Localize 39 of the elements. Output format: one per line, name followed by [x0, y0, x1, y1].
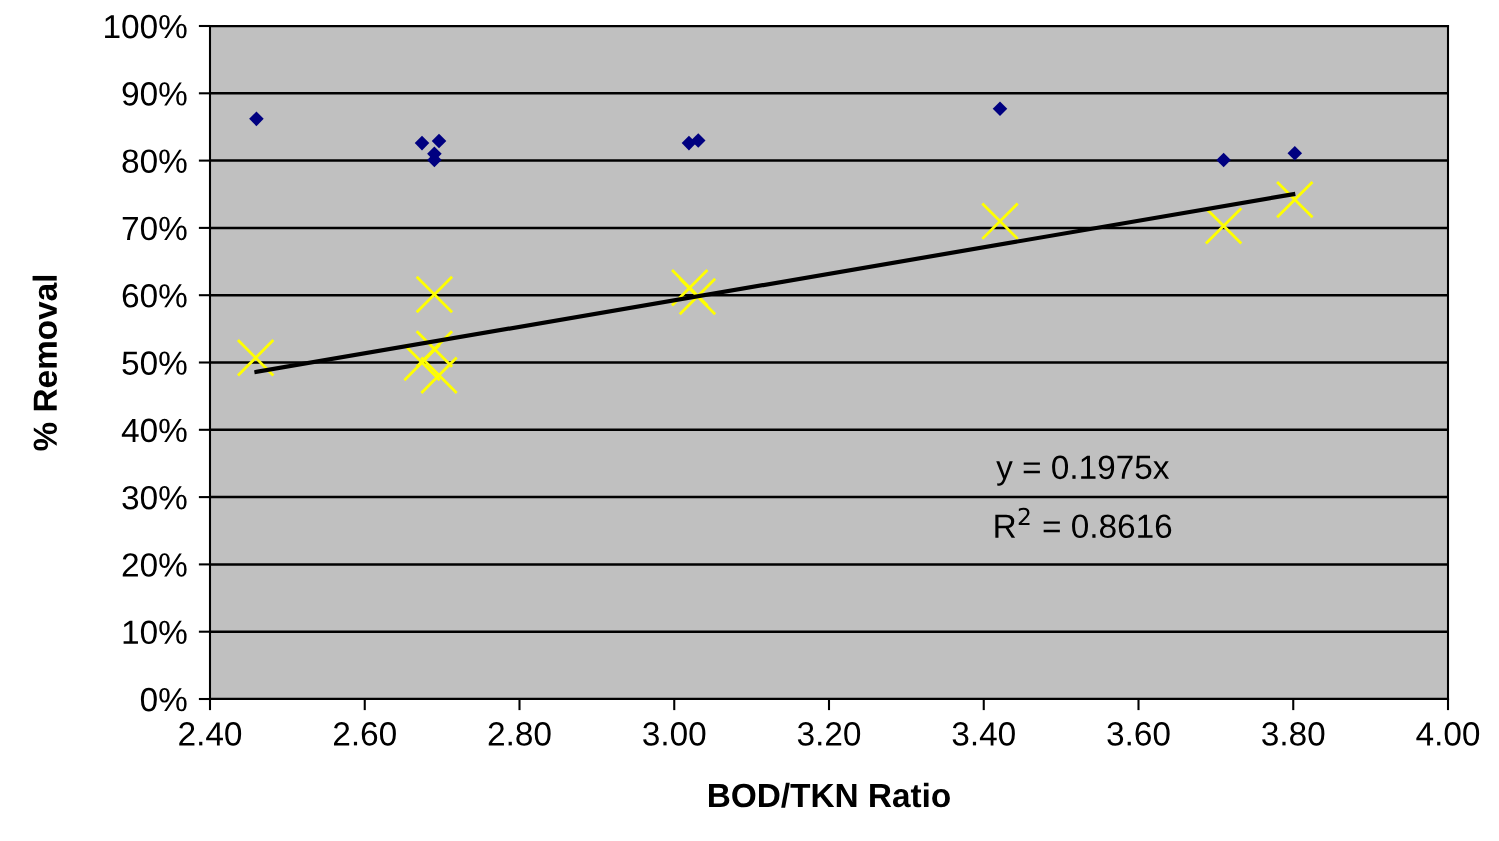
point [1287, 145, 1303, 161]
annotation: R$^{2}$ = 0.8616 [995, 507, 1172, 539]
y-tick-label: 40% [121, 418, 187, 443]
annotation: y = 0.1975x [996, 455, 1170, 486]
point [1204, 206, 1243, 245]
y-tick-label: 60% [122, 284, 187, 308]
point [431, 133, 447, 149]
point [1275, 180, 1314, 219]
x-tick-label: 2.40 [179, 722, 242, 746]
y-tick-label: 90% [122, 82, 187, 106]
x-tick-label: 3.40 [952, 722, 1015, 746]
point [419, 356, 459, 395]
y-tick-label: 50% [122, 351, 187, 375]
x-axis-title: BOD/TKN Ratio [709, 782, 950, 808]
point [249, 111, 264, 127]
point [1216, 152, 1231, 168]
point [980, 202, 1020, 241]
x-tick-label: 4.00 [1416, 722, 1480, 746]
point [690, 133, 706, 148]
point [992, 101, 1008, 117]
x-tick-label: 3.20 [797, 722, 861, 746]
x-tick-label: 3.60 [1107, 722, 1170, 746]
point [414, 135, 430, 151]
x-tick-label: 3.00 [643, 722, 706, 746]
y-tick-label: 80% [122, 149, 187, 174]
y-tick-label: 100% [105, 14, 187, 39]
x-tick-label: 2.60 [333, 722, 396, 746]
y-tick-label: 0% [140, 687, 187, 712]
point [402, 343, 442, 382]
point [236, 338, 275, 377]
y-tick-label: 10% [123, 620, 187, 645]
x-tick-label: 2.80 [488, 722, 551, 746]
y-tick-label: 20% [122, 553, 187, 577]
y-axis-title: % Removal [32, 275, 58, 451]
y-tick-label: 70% [122, 216, 187, 241]
point [681, 135, 697, 151]
x-tick-label: 3.80 [1262, 722, 1325, 746]
y-tick-label: 30% [122, 485, 187, 510]
point [415, 275, 454, 314]
